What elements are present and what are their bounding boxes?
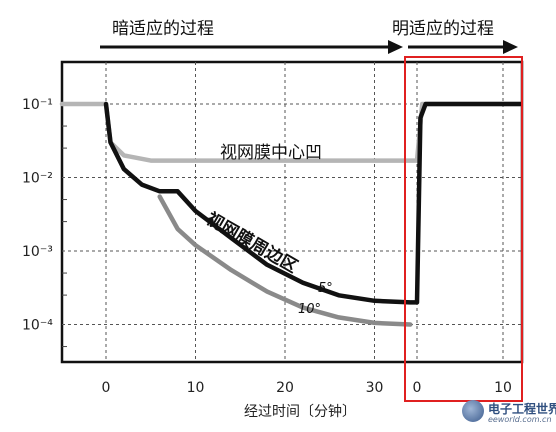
chart-frame (60, 60, 524, 364)
phase-arrowhead-dark (388, 40, 403, 54)
phase-label-light: 明适应的过程 (392, 19, 494, 39)
x-tick-label: 10 (494, 380, 512, 396)
series-annotation-5deg: 5° (318, 281, 333, 296)
series-line (157, 194, 413, 327)
watermark: 电子工程世界 eeworld.com.cn (462, 398, 556, 428)
x-tick-label: 30 (366, 380, 384, 396)
data-lines (59, 101, 523, 327)
watermark-main-text: 电子工程世界 (488, 402, 556, 416)
y-tick-label: 10⁻² (22, 171, 53, 187)
y-tick-label: 10⁻¹ (22, 97, 53, 113)
x-tick-label: 0 (413, 380, 422, 396)
series-annotation-10deg: 10° (298, 302, 321, 317)
phase-arrowhead-light (503, 40, 518, 54)
phase-label-dark: 暗适应的过程 (112, 19, 214, 39)
plot-frame (60, 60, 524, 364)
watermark-logo-icon (462, 400, 484, 422)
x-tick-label: 10 (187, 380, 205, 396)
series-line (103, 101, 523, 305)
watermark-sub-text: eeworld.com.cn (488, 415, 552, 424)
x-tick-label: 0 (102, 380, 111, 396)
x-tick-label: 20 (276, 380, 294, 396)
x-axis-label: 经过时间〔分钟〕 (244, 403, 356, 420)
highlight-box (404, 56, 523, 402)
y-tick-label: 10⁻⁴ (22, 318, 53, 334)
series-label-fovea: 视网膜中心凹 (220, 143, 322, 163)
y-tick-label: 10⁻³ (22, 244, 53, 260)
